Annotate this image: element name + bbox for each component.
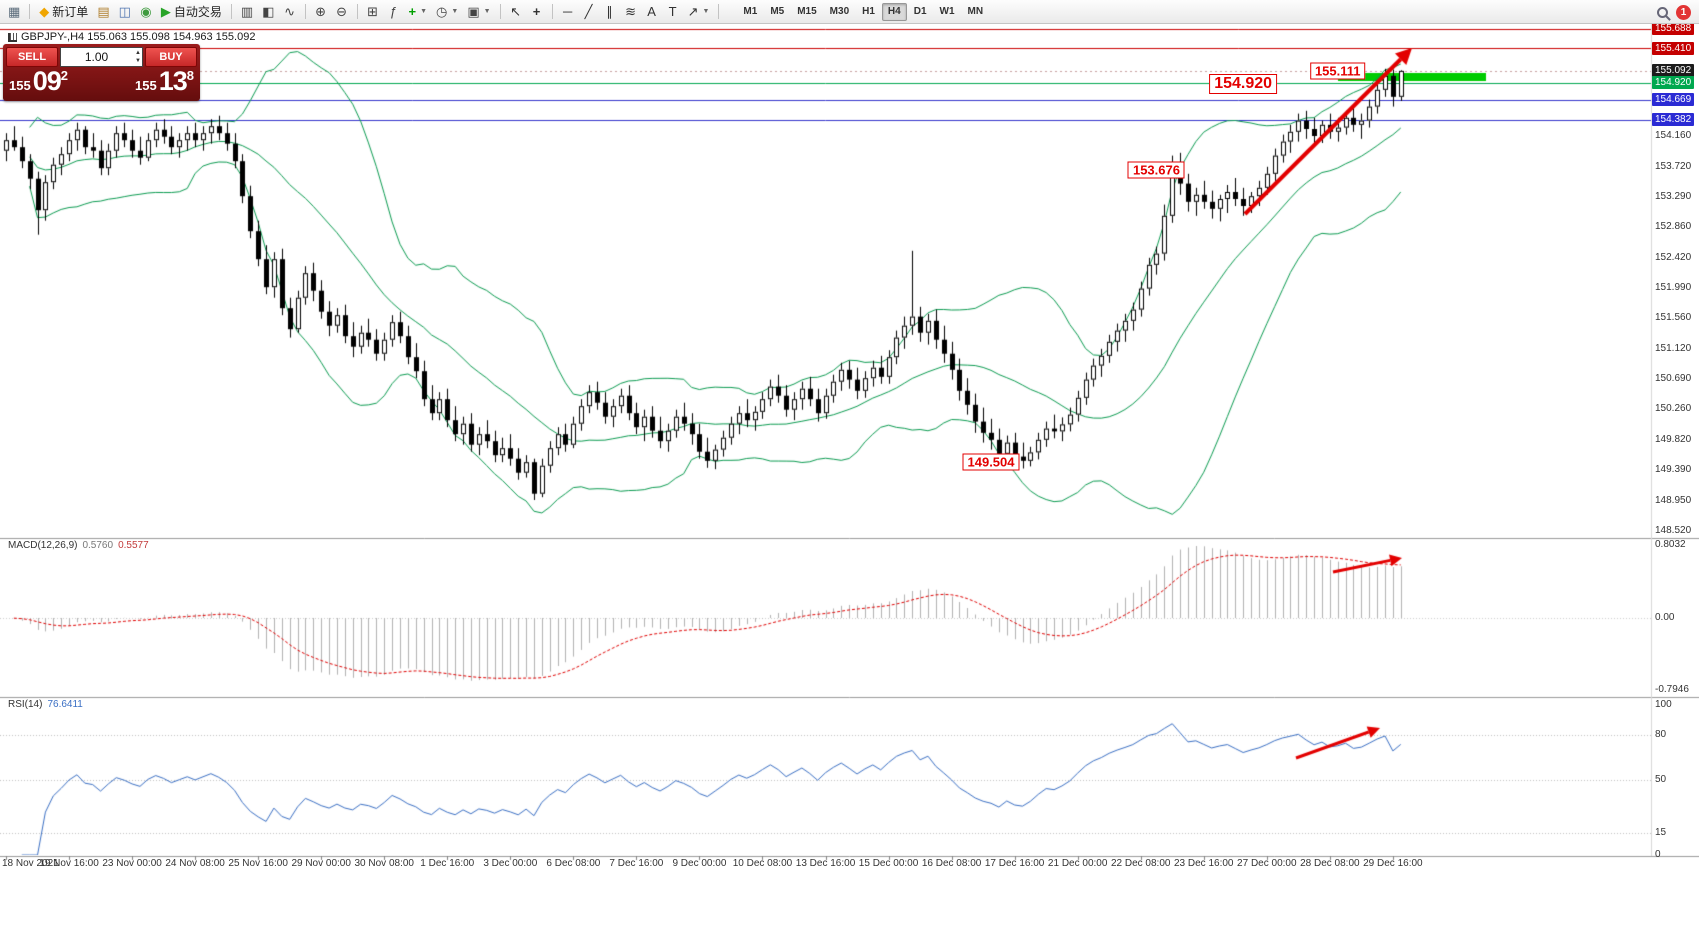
tile-windows-button[interactable]: ⊞	[363, 2, 383, 22]
timeframe-mn[interactable]: MN	[967, 6, 984, 17]
timeframe-m30[interactable]: M30	[829, 6, 850, 17]
indicators-icon: ƒ	[389, 4, 398, 19]
crosshair-button[interactable]: +	[527, 2, 547, 22]
chart-title: GBPJPY-,H4 155.063 155.098 154.963 155.0…	[8, 31, 255, 43]
timeframe-m15[interactable]: M15	[797, 6, 817, 17]
zoom-in-button[interactable]: ⊕	[311, 2, 331, 22]
period-button[interactable]: ◷ ▼	[432, 2, 462, 22]
new-order-button-label: 新订单	[52, 5, 89, 19]
zoom-out-icon: ⊖	[336, 4, 347, 19]
horizontal-line-icon: ─	[562, 4, 573, 19]
chart-icon	[8, 32, 17, 42]
macd-label: MACD(12,26,9) 0.5760 0.5577	[8, 540, 149, 551]
timeframe-m1[interactable]: M1	[743, 6, 758, 17]
toolbar-separator	[551, 4, 553, 19]
label-icon: T	[668, 4, 677, 19]
label-button[interactable]: T	[663, 2, 683, 22]
chevron-down-icon: ▼	[702, 8, 710, 15]
toolbar-separator	[499, 4, 501, 19]
arrow-shapes-icon: ↗	[687, 4, 699, 19]
toolbar-separator	[29, 4, 31, 19]
clock-icon: ◷	[436, 4, 448, 19]
timeframe-h4[interactable]: H4	[881, 2, 907, 21]
chart-window-button[interactable]: ▦	[4, 2, 24, 22]
chart-window-icon: ▦	[8, 4, 21, 19]
toolbar: ▦ ◆ 新订单 ▤ ◫ ◉ ▶ 自动交易 ▥ ◧ ∿ ⊕ ⊖ ⊞ ƒ + ▼ ◷ ▼ ▣ ▼ ↖ + ─ ╱ ∥ ≋ A T ↗ ▼ M1 M…	[0, 0, 1699, 24]
trendline-button[interactable]: ╱	[579, 2, 599, 22]
crosshair-icon: +	[532, 4, 541, 19]
chart-properties-icon: ▣	[467, 4, 480, 19]
volume-input[interactable]	[61, 50, 142, 64]
channel-button[interactable]: ∥	[600, 2, 620, 22]
shapes-button[interactable]: ↗ ▼	[684, 2, 714, 22]
auto-trading-icon: ▶	[160, 4, 171, 19]
trendline-icon: ╱	[584, 4, 593, 19]
search-icon[interactable]	[1657, 6, 1668, 18]
candlestick-icon: ◧	[262, 4, 275, 19]
volume-field[interactable]: ▲ ▼	[60, 47, 143, 67]
indicators-button[interactable]: ƒ	[384, 2, 404, 22]
timeframe-buttons: M1 M5 M15 M30 H1 H4 D1 W1 MN	[737, 2, 989, 21]
horizontal-line-button[interactable]: ─	[558, 2, 578, 22]
chevron-down-icon: ▼	[420, 8, 428, 15]
notification-badge[interactable]: 1	[1676, 4, 1691, 20]
navigator-icon: ◉	[140, 4, 152, 19]
chart-properties-button[interactable]: ▣ ▼	[463, 2, 494, 22]
channel-icon: ∥	[606, 4, 613, 19]
toolbar-right: 1	[1657, 0, 1691, 24]
fibonacci-icon: ≋	[625, 4, 637, 19]
market-watch-icon: ▤	[97, 4, 110, 19]
text-icon: A	[647, 4, 656, 19]
volume-up-icon[interactable]: ▲	[135, 50, 141, 56]
toolbar-buttons: ▦ ◆ 新订单 ▤ ◫ ◉ ▶ 自动交易 ▥ ◧ ∿ ⊕ ⊖ ⊞ ƒ + ▼ ◷ ▼ ▣ ▼ ↖ + ─ ╱ ∥ ≋ A T ↗ ▼	[4, 2, 723, 22]
chart-canvas[interactable]	[0, 24, 1699, 942]
data-window-button[interactable]: ◫	[115, 2, 135, 22]
add-indicator-button[interactable]: + ▼	[405, 2, 432, 22]
chart-title-text: GBPJPY-,H4 155.063 155.098 154.963 155.0…	[21, 31, 256, 43]
bar-chart-button[interactable]: ▥	[237, 2, 257, 22]
line-chart-button[interactable]: ∿	[280, 2, 300, 22]
cursor-icon: ↖	[510, 4, 522, 19]
tile-windows-icon: ⊞	[367, 4, 378, 19]
bar-chart-icon: ▥	[240, 4, 254, 19]
candlestick-chart-button[interactable]: ◧	[258, 2, 278, 22]
toolbar-separator	[230, 4, 232, 19]
toolbar-separator	[304, 4, 306, 19]
toolbar-separator	[356, 4, 358, 19]
new-order-icon: ◆	[39, 4, 50, 19]
auto-trading-button[interactable]: ▶ 自动交易	[157, 2, 226, 22]
navigator-button[interactable]: ◉	[136, 2, 156, 22]
line-chart-icon: ∿	[284, 4, 295, 19]
zoom-in-icon: ⊕	[315, 4, 326, 19]
timeframe-d1[interactable]: D1	[913, 6, 927, 17]
toolbar-separator	[718, 4, 720, 19]
timeframe-w1[interactable]: W1	[939, 6, 955, 17]
market-watch-button[interactable]: ▤	[93, 2, 113, 22]
zoom-out-button[interactable]: ⊖	[332, 2, 352, 22]
add-indicator-icon: +	[408, 4, 417, 19]
bid-price: 155 09 2	[9, 66, 68, 96]
text-button[interactable]: A	[642, 2, 662, 22]
volume-down-icon[interactable]: ▼	[135, 58, 141, 64]
sell-button[interactable]: SELL	[6, 47, 58, 67]
ask-price: 155 13 8	[135, 66, 194, 96]
fibonacci-button[interactable]: ≋	[621, 2, 641, 22]
new-order-button[interactable]: ◆ 新订单	[35, 2, 92, 22]
timeframe-h1[interactable]: H1	[862, 6, 875, 17]
cursor-button[interactable]: ↖	[506, 2, 526, 22]
chevron-down-icon: ▼	[451, 8, 459, 15]
data-window-icon: ◫	[118, 4, 131, 19]
timeframe-m5[interactable]: M5	[770, 6, 785, 17]
buy-button[interactable]: BUY	[145, 47, 197, 67]
chevron-down-icon: ▼	[483, 8, 491, 15]
rsi-label: RSI(14) 76.6411	[8, 699, 83, 710]
auto-trading-button-label: 自动交易	[173, 5, 222, 19]
